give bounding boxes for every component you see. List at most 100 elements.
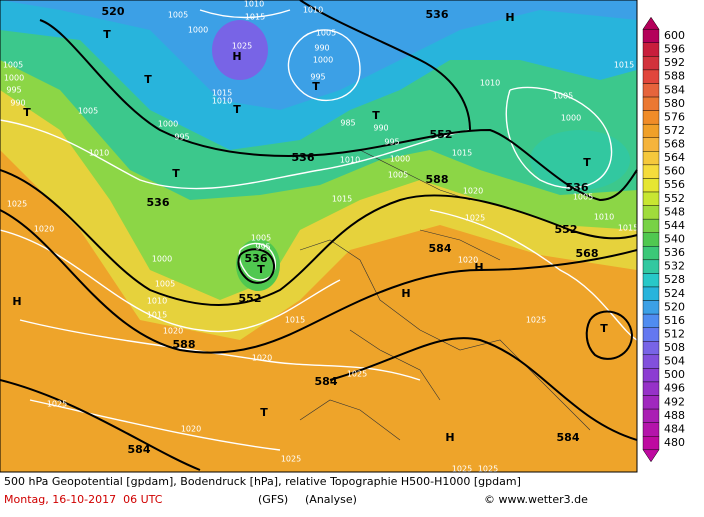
legend-swatch	[642, 286, 660, 301]
isobar-label: 1025	[526, 316, 546, 325]
legend-swatch	[642, 69, 660, 84]
legend-tick-label: 540	[664, 233, 685, 246]
isobar-label: 1025	[347, 370, 367, 379]
legend-swatch	[642, 83, 660, 98]
isobar-label: 1015	[212, 89, 232, 98]
isobar-label: 1010	[303, 6, 323, 15]
map-marker-label: T	[172, 167, 180, 180]
map-marker-label: T	[312, 80, 320, 93]
map-marker-label: H	[401, 287, 410, 300]
isobar-label: 995	[255, 243, 270, 252]
legend-swatch	[642, 110, 660, 125]
legend-tick-label: 512	[664, 327, 685, 340]
map-marker-label: 536	[426, 8, 449, 21]
isobar-label: 1000	[188, 26, 208, 35]
isobar-label: 1020	[458, 256, 478, 265]
legend-swatch	[642, 327, 660, 342]
legend-tick-label: 588	[664, 70, 685, 83]
legend-tick-label: 484	[664, 422, 685, 435]
legend-tick-label: 488	[664, 409, 685, 422]
isobar-label: 1005	[78, 107, 98, 116]
isobar-label: 1015	[245, 13, 265, 22]
map-marker-label: H	[445, 431, 454, 444]
isobar-label: 1005	[251, 234, 271, 243]
isobar-label: 1005	[316, 29, 336, 38]
isobar-label: 1010	[212, 97, 232, 106]
isobar-label: 1000	[390, 155, 410, 164]
isobar-label: 990	[373, 124, 388, 133]
map-marker-label: H	[232, 50, 241, 63]
map-marker-label: 552	[430, 128, 453, 141]
map-marker-label: 588	[426, 173, 449, 186]
legend-swatch	[642, 436, 660, 450]
legend-tick-label: 480	[664, 436, 685, 449]
isobar-label: 1025	[452, 465, 472, 474]
legend-tick-label: 536	[664, 246, 685, 259]
map-marker-label: T	[23, 106, 31, 119]
legend-tick-label: 600	[664, 29, 685, 42]
legend-tick-label: 572	[664, 124, 685, 137]
legend-swatch	[642, 395, 660, 410]
legend-swatch	[642, 96, 660, 111]
legend-tick-label: 524	[664, 287, 685, 300]
isobar-label: 1000	[4, 74, 24, 83]
credit: © www.wetter3.de	[484, 493, 588, 506]
map-frame	[0, 0, 638, 473]
legend-swatch	[642, 246, 660, 261]
map-marker-label: 584	[557, 431, 580, 444]
legend-arrow-bottom	[642, 449, 660, 463]
isobar-label: 990	[314, 44, 329, 53]
legend-tick-label: 568	[664, 138, 685, 151]
legend-swatch	[642, 56, 660, 71]
isobar-label: 1010	[89, 149, 109, 158]
map-marker-label: T	[103, 28, 111, 41]
isobar-label: 1005	[553, 92, 573, 101]
isobar-label: 1000	[152, 255, 172, 264]
isobar-label: 1010	[244, 0, 264, 9]
map-marker-label: T	[144, 73, 152, 86]
legend-swatch	[642, 368, 660, 383]
legend-swatch	[642, 341, 660, 356]
legend-swatch	[642, 381, 660, 396]
isobar-label: 1025	[47, 400, 67, 409]
isobar-label: 1015	[614, 61, 634, 70]
map-marker-label: 536	[245, 252, 268, 265]
isobar-label: 1010	[480, 79, 500, 88]
map-marker-label: 584	[315, 375, 338, 388]
legend-swatch	[642, 137, 660, 152]
map-marker-label: 552	[555, 223, 578, 236]
isobar-label: 995	[384, 138, 399, 147]
isobar-label: 1010	[340, 156, 360, 165]
isobar-label: 995	[310, 73, 325, 82]
legend-tick-label: 576	[664, 110, 685, 123]
isobar-label: 1005	[388, 171, 408, 180]
isobar-label: 995	[174, 133, 189, 142]
isobar-label: 1005	[3, 61, 23, 70]
legend-swatch	[642, 313, 660, 328]
isobar-label: 995	[6, 86, 21, 95]
legend-tick-label: 564	[664, 151, 685, 164]
legend-tick-label: 516	[664, 314, 685, 327]
legend-swatch	[642, 408, 660, 423]
isobar-label: 1025	[232, 42, 252, 51]
run: (Analyse)	[305, 493, 357, 506]
legend-tick-label: 520	[664, 300, 685, 313]
color-legend: 6005965925885845805765725685645605565525…	[642, 16, 685, 463]
legend-tick-label: 496	[664, 382, 685, 395]
legend-swatch	[642, 29, 660, 43]
footer: 500 hPa Geopotential [gpdam], Bodendruck…	[4, 475, 588, 506]
isobar-label: 1020	[163, 327, 183, 336]
legend-tick-label: 580	[664, 97, 685, 110]
isobar-label: 1010	[594, 213, 614, 222]
map-marker-label: 536	[566, 181, 589, 194]
map-marker-label: T	[233, 103, 241, 116]
isobar-label: 1000	[313, 56, 333, 65]
legend-tick-label: 584	[664, 83, 685, 96]
legend-swatch	[642, 300, 660, 315]
legend-swatch	[642, 123, 660, 138]
legend-tick-label: 592	[664, 56, 685, 69]
isobar-label: 1000	[158, 120, 178, 129]
isobar-label: 990	[10, 99, 25, 108]
